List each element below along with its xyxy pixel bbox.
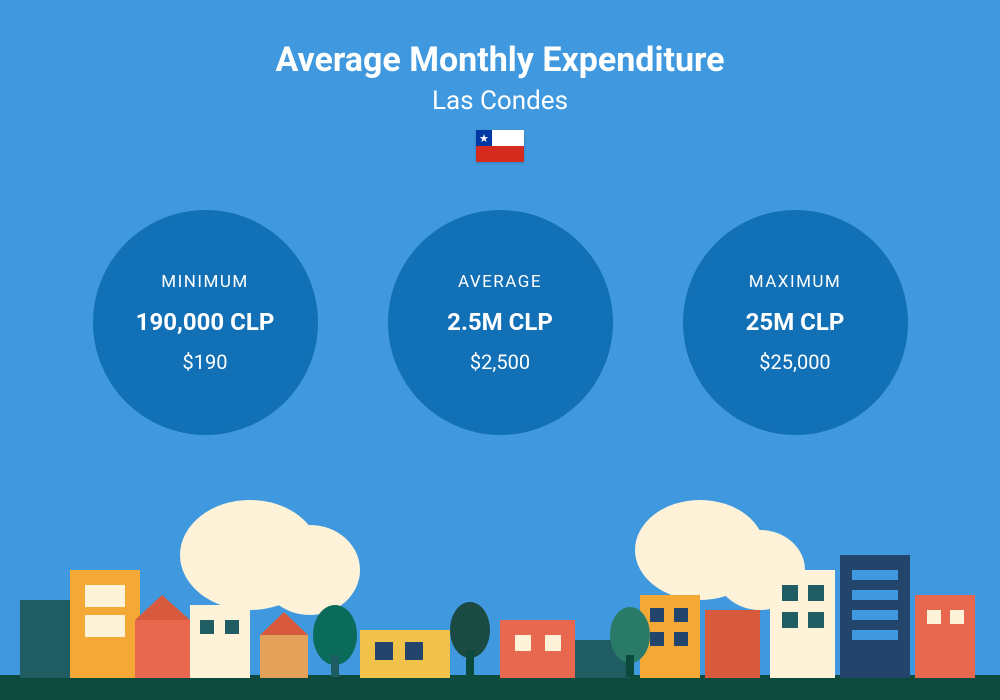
stat-label: MINIMUM: [161, 272, 248, 292]
stat-label: MAXIMUM: [749, 272, 842, 292]
stat-circle-minimum: MINIMUM 190,000 CLP $190: [93, 210, 318, 435]
stat-usd: $25,000: [759, 350, 830, 374]
stats-row: MINIMUM 190,000 CLP $190 AVERAGE 2.5M CL…: [0, 210, 1000, 435]
stat-circle-maximum: MAXIMUM 25M CLP $25,000: [683, 210, 908, 435]
stat-circle-average: AVERAGE 2.5M CLP $2,500: [388, 210, 613, 435]
page-subtitle: Las Condes: [0, 86, 1000, 116]
chile-flag-icon: ★: [476, 130, 524, 162]
stat-label: AVERAGE: [458, 272, 542, 292]
header: Average Monthly Expenditure Las Condes ★: [0, 0, 1000, 166]
stat-value: 25M CLP: [746, 308, 845, 336]
page-title: Average Monthly Expenditure: [0, 40, 1000, 80]
flag-star-icon: ★: [476, 130, 492, 146]
stat-value: 190,000 CLP: [136, 308, 275, 336]
stat-usd: $190: [183, 350, 228, 374]
stat-value: 2.5M CLP: [447, 308, 553, 336]
cityscape-illustration: [0, 500, 1000, 700]
stat-usd: $2,500: [470, 350, 530, 374]
